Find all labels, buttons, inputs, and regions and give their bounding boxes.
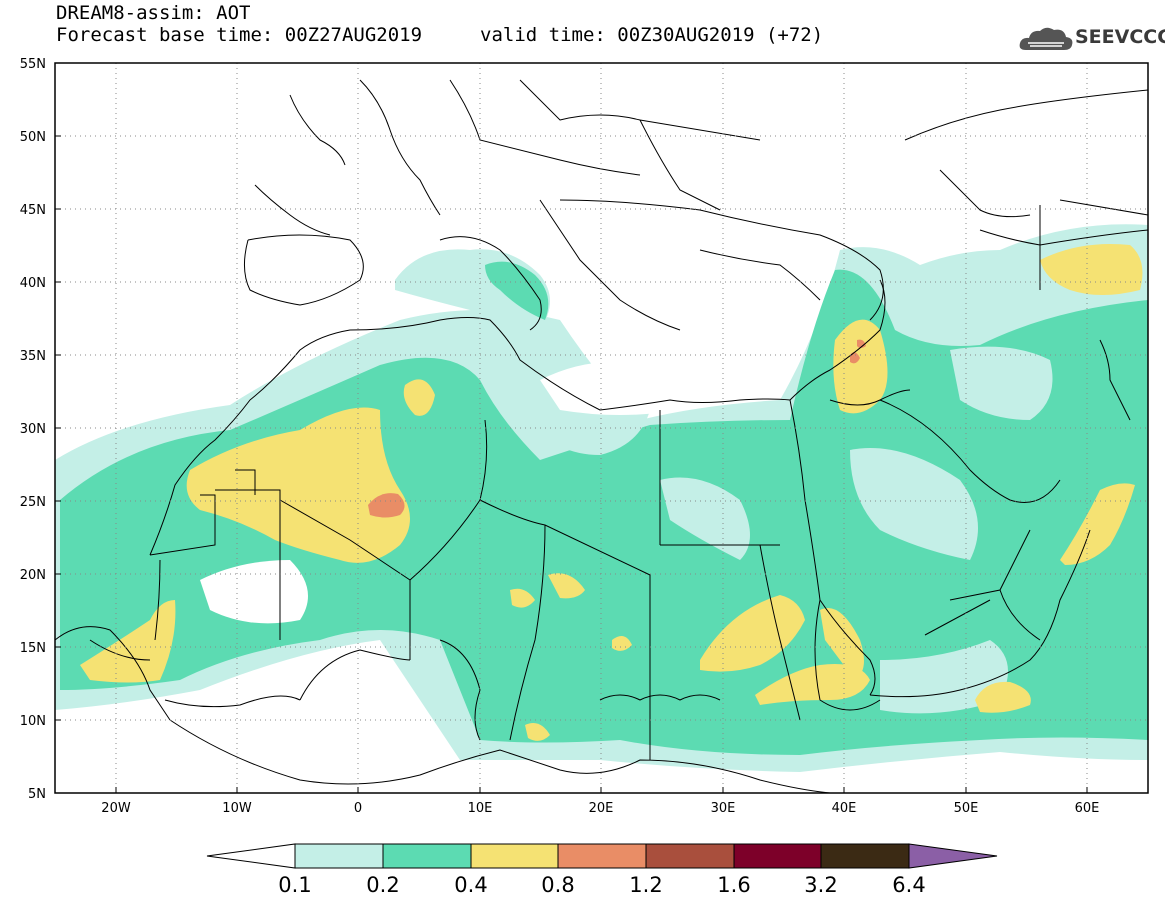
lat-label: 40N: [20, 276, 46, 291]
aot-band-0.4-redsea: [820, 608, 864, 680]
lon-labels: 20W 10W 0 10E 20E 30E 40E 50E 60E: [101, 801, 1099, 816]
lon-label: 20E: [589, 801, 614, 816]
aot-band-0.4-algeria: [403, 379, 435, 416]
lat-label: 20N: [20, 568, 46, 583]
lon-label: 50E: [954, 801, 979, 816]
aot-band-0.4-arabsea: [1060, 483, 1135, 565]
map-title: DREAM8-assim: AOT: [56, 2, 251, 24]
lon-label: 20W: [101, 801, 131, 816]
country-borders: [55, 79, 1148, 793]
lat-label: 50N: [20, 130, 46, 145]
aot-band-0.4-gulfaden: [975, 681, 1031, 713]
forecast-base-time: Forecast base time: 00Z27AUG2019: [56, 24, 423, 46]
aot-band-0.4-car: [612, 636, 632, 651]
lat-label: 55N: [20, 57, 46, 72]
aot-band-0.2-italy: [485, 261, 549, 320]
lat-label: 5N: [28, 787, 46, 802]
axis-ticks: [55, 62, 1088, 793]
lon-label: 0: [354, 801, 362, 816]
aot-hole-mali: [200, 560, 308, 624]
lat-label: 45N: [20, 203, 46, 218]
aot-band-0.4-chad: [548, 573, 585, 599]
lon-label: 40E: [832, 801, 857, 816]
aot-contours: [55, 63, 1148, 793]
lon-label: 10E: [468, 801, 493, 816]
lat-label: 30N: [20, 422, 46, 437]
aot-hole-iran: [950, 346, 1053, 420]
aot-band-0.4-iraq: [833, 319, 888, 414]
aot-band-0.8-sahara: [368, 493, 405, 518]
lon-label: 10W: [222, 801, 252, 816]
aot-hole-horn: [880, 640, 1008, 714]
lat-label: 10N: [20, 714, 46, 729]
lon-label: 60E: [1075, 801, 1100, 816]
logo-text: SEEVCCC: [1075, 26, 1165, 48]
aot-band-0.4-chad2: [510, 588, 535, 608]
aot-hole-arabia: [850, 448, 978, 560]
valid-time: valid time: 00Z30AUG2019 (+72): [480, 24, 824, 46]
aot-band-0.4-cameroon: [525, 722, 550, 741]
aot-hole-libya: [530, 408, 650, 455]
aot-band-0.4-sudan: [700, 595, 805, 672]
aot-band-0.4-ethiopia: [755, 664, 870, 705]
aot-band-0.4-sahara: [186, 407, 410, 563]
aot-band-0.8-iraq: [850, 352, 860, 364]
aot-band-0.4-westafrica: [80, 600, 176, 683]
lat-labels: 55N 50N 45N 40N 35N 30N 25N 20N 15N 10N …: [20, 57, 46, 802]
lon-label: 30E: [711, 801, 736, 816]
aot-hole-sahel: [660, 477, 750, 560]
aot-hole-med: [540, 362, 687, 415]
lat-label: 15N: [20, 641, 46, 656]
lat-label: 25N: [20, 495, 46, 510]
cloud-logo-icon: [1019, 27, 1073, 50]
grid-lines: [55, 63, 1148, 793]
aot-band-0.8-iraq2: [857, 339, 866, 348]
lat-label: 35N: [20, 349, 46, 364]
